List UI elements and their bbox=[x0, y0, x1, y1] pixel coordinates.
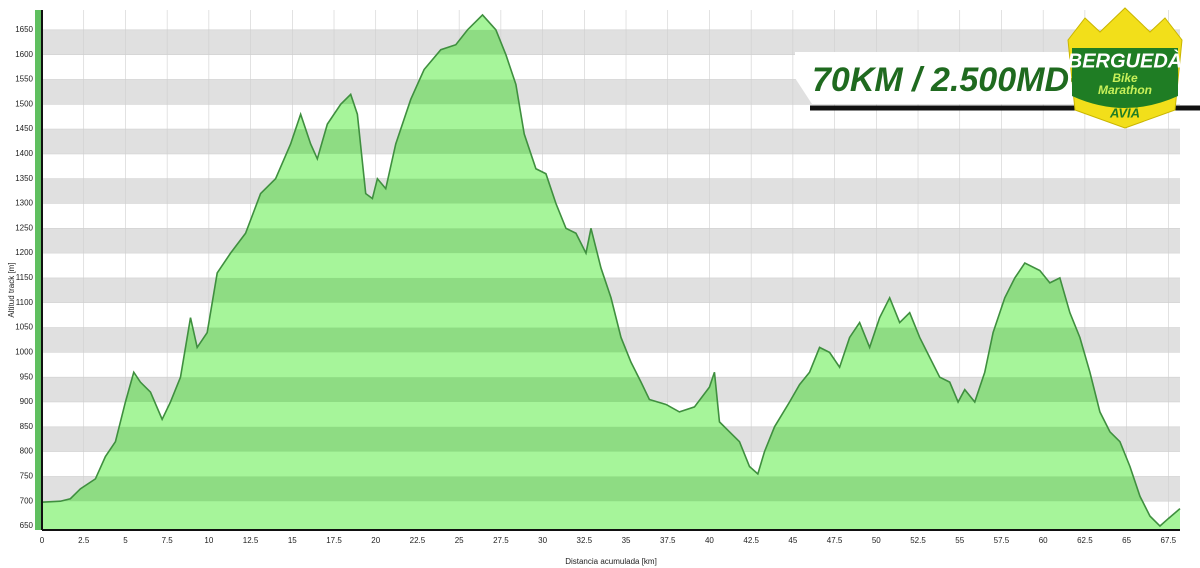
x-tick-label: 32.5 bbox=[577, 536, 593, 545]
y-tick-label: 1100 bbox=[16, 298, 34, 307]
badge-text: 70KM / 2.500MD+ bbox=[812, 61, 1089, 99]
x-tick-label: 67.5 bbox=[1161, 536, 1177, 545]
y-tick-label: 1600 bbox=[15, 50, 33, 59]
grid-band bbox=[42, 228, 1180, 254]
x-tick-label: 42.5 bbox=[743, 536, 759, 545]
x-tick-label: 65 bbox=[1122, 536, 1131, 545]
x-tick-label: 12.5 bbox=[243, 536, 259, 545]
x-tick-label: 20 bbox=[371, 536, 380, 545]
y-tick-label: 650 bbox=[20, 521, 34, 530]
x-tick-label: 15 bbox=[288, 536, 297, 545]
logo-shield bbox=[1072, 48, 1178, 108]
y-tick-label: 1250 bbox=[15, 223, 33, 232]
y-tick-label: 700 bbox=[20, 496, 34, 505]
x-tick-label: 7.5 bbox=[162, 536, 174, 545]
x-tick-label: 52.5 bbox=[910, 536, 926, 545]
x-tick-label: 27.5 bbox=[493, 536, 509, 545]
x-tick-label: 40 bbox=[705, 536, 714, 545]
y-tick-label: 850 bbox=[20, 422, 34, 431]
x-tick-label: 0 bbox=[40, 536, 45, 545]
y-tick-label: 1500 bbox=[15, 99, 33, 108]
x-axis-title: Distancia acumulada [km] bbox=[565, 557, 657, 566]
x-tick-label: 25 bbox=[455, 536, 464, 545]
x-tick-label: 22.5 bbox=[410, 536, 426, 545]
area-stripe bbox=[42, 377, 1180, 402]
logo: BERGUEDÀ Bike Marathon AVIÀ bbox=[1067, 7, 1183, 129]
x-tick-label: 60 bbox=[1039, 536, 1048, 545]
area-stripe bbox=[42, 476, 1180, 502]
y-tick-label: 1450 bbox=[15, 124, 33, 133]
x-tick-label: 50 bbox=[872, 536, 881, 545]
x-tick-label: 17.5 bbox=[326, 536, 342, 545]
y-tick-label: 900 bbox=[20, 397, 34, 406]
y-tick-label: 950 bbox=[20, 372, 34, 381]
logo-line: Bike bbox=[1112, 71, 1138, 85]
area-stripe bbox=[42, 426, 1180, 452]
logo-place: AVIÀ bbox=[1109, 105, 1140, 120]
y-tick-label: 750 bbox=[20, 472, 34, 481]
x-tick-label: 10 bbox=[204, 536, 213, 545]
logo-line: Marathon bbox=[1098, 83, 1152, 97]
grid-band bbox=[42, 129, 1180, 154]
y-tick-label: 800 bbox=[20, 447, 34, 456]
y-axis-bar bbox=[35, 10, 41, 530]
x-tick-label: 30 bbox=[538, 536, 547, 545]
line bbox=[41, 13, 1181, 528]
y-tick-label: 1350 bbox=[15, 174, 33, 183]
y-tick-label: 1400 bbox=[15, 149, 33, 158]
x-tick-label: 45 bbox=[788, 536, 797, 545]
grid-band bbox=[42, 29, 1180, 55]
x-tick-label: 35 bbox=[622, 536, 631, 545]
y-tick-label: 1050 bbox=[15, 323, 33, 332]
area-stripe bbox=[42, 327, 1180, 353]
y-tick-label: 1550 bbox=[15, 75, 33, 84]
x-tick-label: 5 bbox=[123, 536, 128, 545]
y-tick-label: 1000 bbox=[15, 347, 33, 356]
y-tick-label: 1300 bbox=[15, 199, 33, 208]
x-tick-label: 2.5 bbox=[78, 536, 90, 545]
x-tick-label: 57.5 bbox=[994, 536, 1010, 545]
y-tick-label: 1650 bbox=[15, 25, 33, 34]
grid-band bbox=[42, 178, 1180, 204]
logo-title: BERGUEDÀ bbox=[1068, 49, 1182, 72]
y-axis-title: Altitud track [m] bbox=[7, 262, 16, 317]
x-tick-label: 55 bbox=[955, 536, 964, 545]
y-tick-label: 1200 bbox=[15, 248, 33, 257]
x-tick-label: 62.5 bbox=[1077, 536, 1093, 545]
x-tick-label: 47.5 bbox=[827, 536, 843, 545]
y-tick-label: 1150 bbox=[16, 273, 34, 282]
x-tick-label: 37.5 bbox=[660, 536, 676, 545]
